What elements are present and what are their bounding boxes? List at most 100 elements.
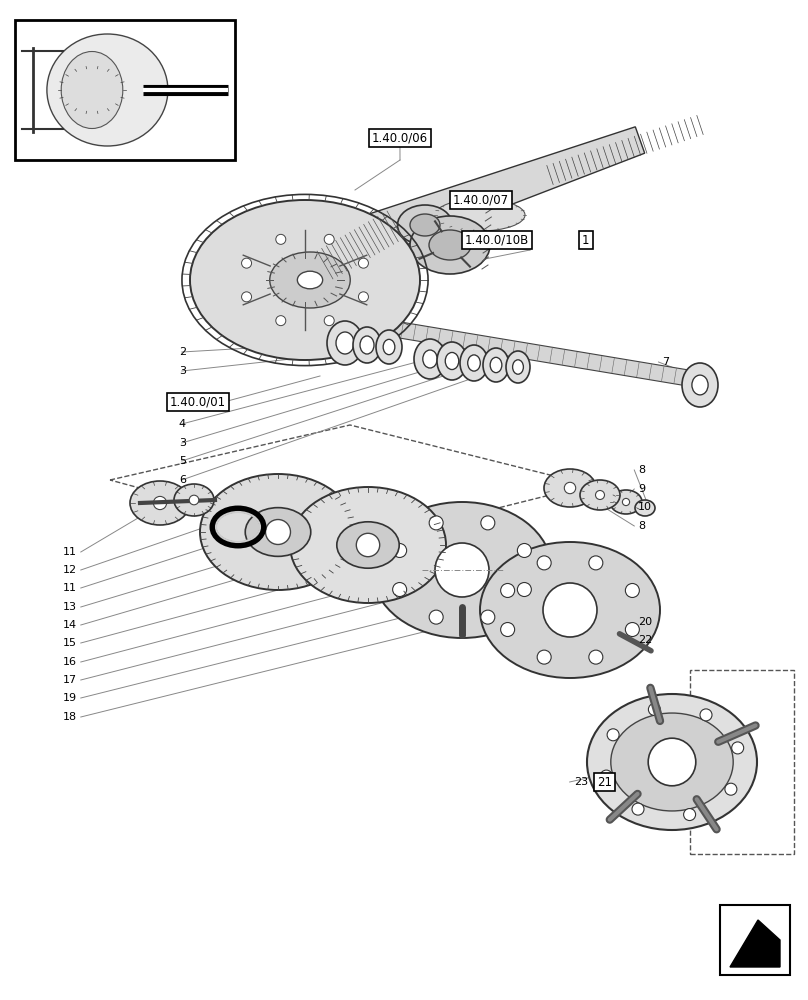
Ellipse shape (460, 345, 488, 381)
Bar (15, 20, 235, 160)
Text: 8: 8 (638, 521, 646, 531)
Text: 11: 11 (63, 547, 77, 557)
Ellipse shape (483, 348, 509, 382)
Circle shape (324, 234, 335, 244)
Text: 4: 4 (179, 419, 186, 429)
Circle shape (242, 258, 251, 268)
Text: 7: 7 (663, 357, 670, 367)
Circle shape (189, 495, 199, 505)
Text: 5: 5 (179, 456, 186, 466)
Ellipse shape (468, 355, 480, 371)
Circle shape (684, 809, 696, 821)
Circle shape (517, 543, 532, 557)
Ellipse shape (336, 332, 354, 354)
Ellipse shape (376, 330, 402, 364)
Circle shape (435, 543, 489, 597)
Ellipse shape (611, 713, 733, 811)
Circle shape (501, 623, 515, 637)
Circle shape (537, 650, 551, 664)
Ellipse shape (692, 375, 708, 395)
Text: 1.40.0/07: 1.40.0/07 (452, 194, 509, 207)
Circle shape (324, 316, 335, 326)
Ellipse shape (429, 230, 471, 260)
Text: 1.40.0/06: 1.40.0/06 (372, 131, 428, 144)
Ellipse shape (327, 321, 363, 365)
Circle shape (600, 770, 612, 782)
Text: 20: 20 (638, 617, 652, 627)
Circle shape (537, 556, 551, 570)
Circle shape (429, 516, 443, 530)
Circle shape (589, 556, 603, 570)
Ellipse shape (682, 363, 718, 407)
Ellipse shape (610, 490, 642, 514)
Ellipse shape (480, 542, 660, 678)
Circle shape (393, 543, 406, 557)
Polygon shape (338, 127, 645, 266)
Ellipse shape (270, 252, 350, 308)
Ellipse shape (410, 216, 490, 274)
Circle shape (622, 498, 629, 506)
Circle shape (481, 610, 494, 624)
Ellipse shape (130, 481, 190, 525)
Circle shape (276, 234, 286, 244)
Text: 11: 11 (63, 583, 77, 593)
Text: 15: 15 (63, 638, 77, 648)
Circle shape (607, 729, 619, 741)
Text: 19: 19 (63, 693, 77, 703)
Text: 8: 8 (638, 465, 646, 475)
Ellipse shape (297, 271, 322, 289)
Ellipse shape (174, 484, 214, 516)
Ellipse shape (410, 214, 440, 236)
Circle shape (725, 783, 737, 795)
Ellipse shape (490, 357, 502, 373)
Circle shape (589, 650, 603, 664)
Text: 21: 21 (597, 776, 612, 788)
Circle shape (276, 316, 286, 326)
Circle shape (359, 292, 368, 302)
Text: 22: 22 (638, 635, 653, 645)
Ellipse shape (353, 327, 381, 363)
Ellipse shape (437, 342, 467, 380)
Ellipse shape (445, 352, 459, 370)
Text: 10: 10 (638, 502, 652, 512)
Circle shape (625, 583, 639, 597)
Ellipse shape (200, 474, 356, 590)
Circle shape (625, 623, 639, 637)
Circle shape (501, 583, 515, 597)
Circle shape (732, 742, 743, 754)
Text: 9: 9 (638, 484, 646, 494)
Circle shape (517, 583, 532, 597)
Circle shape (632, 803, 644, 815)
Ellipse shape (435, 199, 525, 231)
Circle shape (266, 520, 291, 544)
Circle shape (648, 738, 696, 786)
Circle shape (356, 533, 380, 557)
Ellipse shape (360, 336, 374, 354)
Text: 14: 14 (63, 620, 77, 630)
Text: 12: 12 (63, 565, 77, 575)
Text: 16: 16 (63, 657, 77, 667)
Text: 3: 3 (179, 366, 186, 376)
Circle shape (429, 610, 443, 624)
Polygon shape (339, 312, 701, 388)
Text: 6: 6 (179, 475, 186, 485)
Ellipse shape (506, 351, 530, 383)
Ellipse shape (246, 508, 311, 556)
Ellipse shape (512, 360, 524, 374)
Ellipse shape (635, 500, 655, 516)
Circle shape (564, 482, 575, 494)
Polygon shape (730, 920, 780, 967)
Ellipse shape (423, 350, 437, 368)
Ellipse shape (47, 34, 168, 146)
Ellipse shape (290, 487, 446, 603)
Text: 3: 3 (179, 438, 186, 448)
Text: 1.40.0/01: 1.40.0/01 (170, 395, 226, 408)
Bar (720, 905, 790, 975)
Text: 17: 17 (63, 675, 77, 685)
Ellipse shape (372, 502, 552, 638)
Circle shape (648, 703, 660, 715)
Text: 13: 13 (63, 602, 77, 612)
Ellipse shape (544, 469, 596, 507)
Circle shape (242, 292, 251, 302)
Circle shape (543, 583, 597, 637)
